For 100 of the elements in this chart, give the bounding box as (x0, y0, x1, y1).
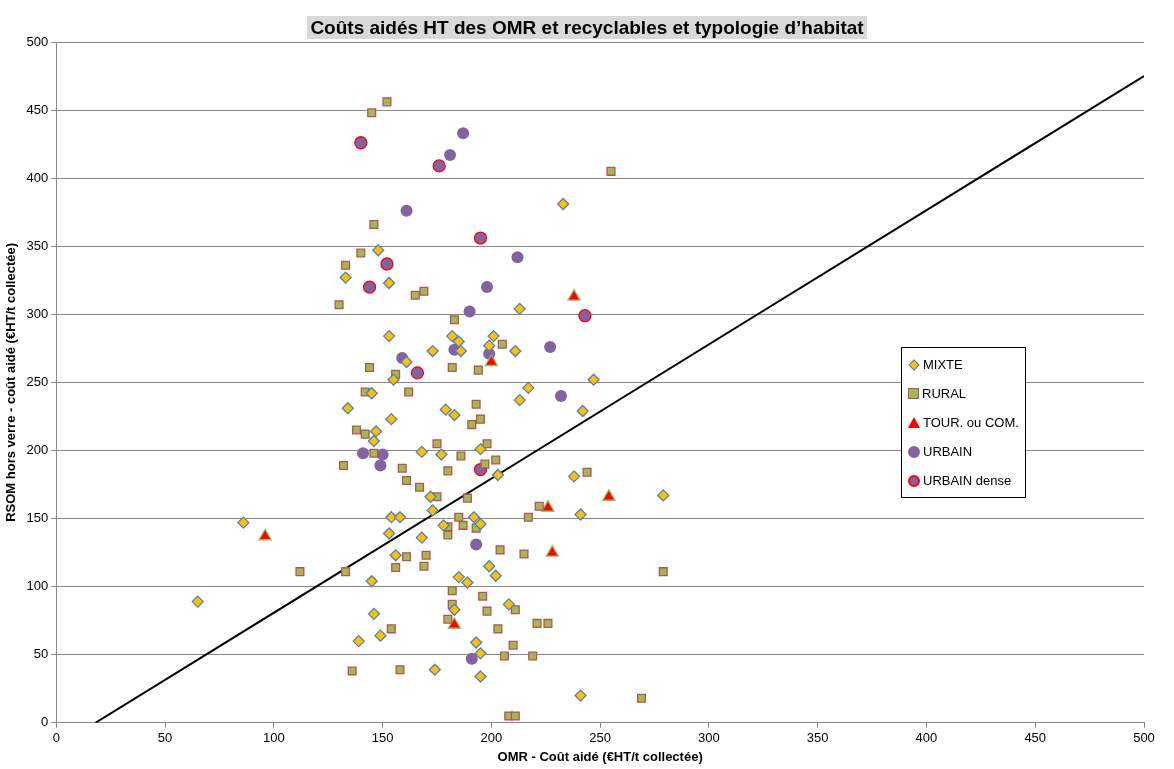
point (457, 127, 470, 140)
point (352, 634, 365, 648)
point (400, 204, 413, 217)
legend-label: RURAL (922, 386, 967, 401)
point (470, 538, 483, 551)
legend-label: TOUR. ou COM. (923, 415, 1019, 430)
point (461, 576, 474, 589)
legend-label: URBAIN (923, 444, 973, 459)
point (367, 434, 381, 448)
point (387, 373, 400, 386)
point (587, 373, 600, 386)
point (341, 402, 354, 415)
point (439, 403, 452, 416)
point (432, 159, 446, 173)
point (365, 387, 378, 400)
point (465, 652, 478, 665)
legend-label: URBAIN dense (923, 473, 1012, 488)
point (554, 390, 567, 403)
point (444, 149, 457, 162)
y-tick-label: 150 (26, 510, 49, 526)
point (545, 544, 559, 557)
x-tick-label: 0 (52, 730, 60, 746)
y-tick-label: 200 (26, 442, 49, 458)
point (237, 516, 250, 529)
point (467, 511, 481, 524)
point (382, 527, 396, 540)
point (437, 519, 450, 532)
point (602, 489, 616, 501)
point (463, 305, 476, 318)
point (410, 366, 425, 380)
point (484, 354, 499, 367)
x-tick-label: 250 (589, 730, 611, 746)
x-tick-label: 400 (915, 730, 938, 746)
point (382, 276, 396, 290)
point (191, 595, 204, 608)
x-tick-label: 100 (262, 730, 285, 746)
point (544, 341, 557, 353)
y-tick-label: 300 (26, 305, 49, 321)
point (357, 447, 370, 460)
point (393, 511, 407, 524)
point (474, 670, 487, 683)
point (657, 489, 670, 502)
point (513, 393, 526, 407)
point (502, 598, 515, 611)
point (511, 251, 524, 264)
point (372, 244, 385, 257)
point (426, 504, 439, 517)
point (452, 570, 465, 584)
point (567, 470, 581, 483)
y-tick-label: 100 (26, 578, 49, 594)
point (576, 404, 589, 418)
y-tick-label: 250 (26, 373, 49, 389)
point (483, 560, 496, 573)
point (385, 413, 398, 426)
point (380, 257, 394, 271)
point (369, 425, 383, 438)
point (448, 408, 461, 422)
x-tick-label: 150 (371, 730, 394, 746)
x-tick-label: 350 (806, 730, 829, 746)
point (446, 329, 459, 343)
y-axis-title: RSOM hors verre - coût aidé (€HT/t collectée) (3, 242, 19, 522)
point (541, 500, 555, 512)
chart-title: Coûts aidés HT des OMR et recyclables et typologie d’habitat (307, 16, 867, 39)
y-tick-label: 0 (41, 714, 49, 730)
point (574, 689, 587, 702)
point (489, 569, 502, 582)
point (483, 339, 496, 352)
point (374, 629, 387, 642)
point (435, 448, 448, 461)
point (522, 381, 535, 394)
y-tick-label: 500 (26, 33, 49, 49)
point (474, 647, 487, 660)
point (362, 280, 377, 294)
point (374, 459, 387, 472)
point (424, 490, 437, 503)
y-tick-label: 450 (26, 101, 49, 117)
point (448, 603, 461, 616)
x-tick-label: 200 (480, 730, 503, 746)
point (258, 528, 272, 541)
x-tick-label: 500 (1133, 730, 1155, 746)
point (367, 607, 381, 621)
point (557, 197, 570, 211)
point (415, 531, 428, 544)
point (474, 442, 487, 456)
point (509, 344, 522, 358)
point (389, 549, 402, 562)
x-tick-label: 50 (157, 730, 173, 746)
point (454, 344, 468, 358)
x-tick-label: 300 (698, 730, 720, 746)
point (382, 329, 396, 343)
point (339, 271, 352, 284)
point (470, 636, 483, 649)
point (578, 309, 592, 323)
point (481, 281, 494, 294)
y-tick-label: 50 (33, 646, 49, 662)
y-tick-label: 350 (26, 237, 49, 253)
point (574, 508, 587, 521)
x-tick-label: 450 (1024, 730, 1047, 746)
point (513, 302, 526, 316)
point (365, 575, 378, 588)
